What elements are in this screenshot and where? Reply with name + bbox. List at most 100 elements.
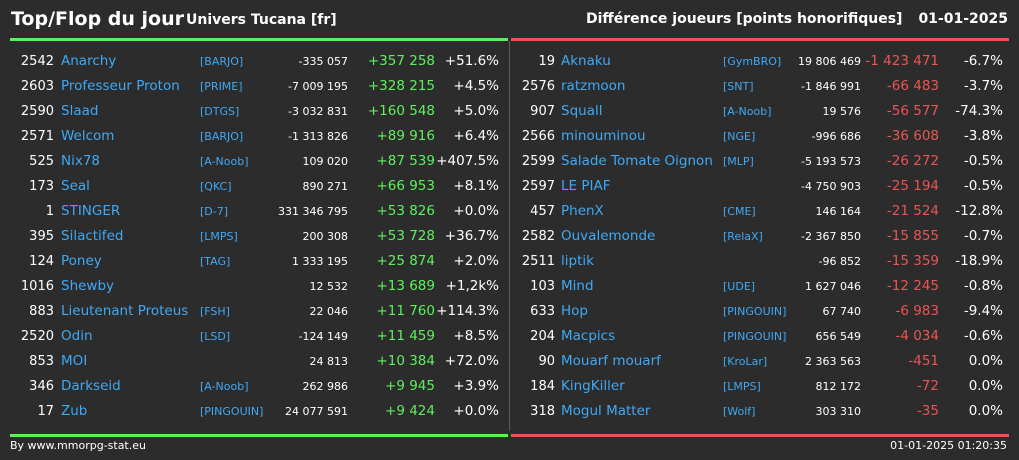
alliance-tag-link[interactable]: [LMPS] xyxy=(200,230,238,243)
percent-change: -9.4% xyxy=(963,303,1003,319)
alliance-tag-link[interactable]: [PRIME] xyxy=(200,80,243,93)
alliance-tag-link[interactable]: [PINGOUIN] xyxy=(723,305,787,318)
player-name-link[interactable]: Lieutenant Proteus xyxy=(61,303,189,319)
alliance-tag-link[interactable]: [UDE] xyxy=(723,280,756,293)
percent-change: -0.6% xyxy=(963,328,1003,344)
percent-change: -0.7% xyxy=(963,228,1003,244)
player-name-link[interactable]: Welcom xyxy=(61,128,115,144)
player-name-link[interactable]: Seal xyxy=(61,178,90,194)
flop-row: 2597 LE PIAF -4 750 903 -25 194 -0.5% xyxy=(511,174,1009,199)
player-name-link[interactable]: STINGER xyxy=(61,203,121,219)
flop-row: 633 Hop [PINGOUIN] 67 740 -6 983 -9.4% xyxy=(511,299,1009,324)
player-name-link[interactable]: LE PIAF xyxy=(561,178,611,194)
player-rank: 883 xyxy=(29,304,54,319)
alliance-tag-link[interactable]: [CME] xyxy=(723,205,756,218)
date-label: 01-01-2025 xyxy=(918,11,1008,27)
alliance-tag-link[interactable]: [NGE] xyxy=(723,130,756,143)
player-total-points: -2 367 850 xyxy=(801,230,861,243)
player-name-link[interactable]: Aknaku xyxy=(561,53,611,69)
percent-change: +5.0% xyxy=(453,103,499,119)
player-name-link[interactable]: Darkseid xyxy=(61,378,121,394)
points-difference: -25 194 xyxy=(886,178,939,194)
alliance-tag-link[interactable]: [FSH] xyxy=(200,305,230,318)
points-difference: -72 xyxy=(916,378,939,394)
player-name-link[interactable]: Odin xyxy=(61,328,93,344)
player-rank: 318 xyxy=(530,404,555,419)
player-total-points: -996 686 xyxy=(811,130,861,143)
player-name-link[interactable]: Macpics xyxy=(561,328,616,344)
player-total-points: -1 846 991 xyxy=(801,80,861,93)
top-row: 173 Seal [QKC] 890 271 +66 953 +8.1% xyxy=(10,174,508,199)
percent-change: +8.5% xyxy=(453,328,499,344)
points-difference: +10 384 xyxy=(376,353,435,369)
player-name-link[interactable]: Ouvalemonde xyxy=(561,228,656,244)
player-rank: 907 xyxy=(530,104,555,119)
player-name-link[interactable]: Silactifed xyxy=(61,228,124,244)
alliance-tag-link[interactable]: [A-Noob] xyxy=(723,105,772,118)
alliance-tag-link[interactable]: [RelaX] xyxy=(723,230,763,243)
points-difference: +11 459 xyxy=(376,328,435,344)
percent-change: +0.0% xyxy=(453,203,499,219)
player-total-points: 146 164 xyxy=(815,205,862,218)
metric-label: Différence joueurs [points honorifiques] xyxy=(586,11,903,27)
alliance-tag-link[interactable]: [SNT] xyxy=(723,80,754,93)
points-difference: +25 874 xyxy=(376,253,435,269)
alliance-tag-link[interactable]: [DTGS] xyxy=(200,105,240,118)
alliance-tag-link[interactable]: [BARJO] xyxy=(200,130,244,143)
alliance-tag-link[interactable]: [Wolf] xyxy=(723,405,756,418)
alliance-tag-link[interactable]: [GymBRO] xyxy=(723,55,782,68)
percent-change: -6.7% xyxy=(963,53,1003,69)
alliance-tag-link[interactable]: [BARJO] xyxy=(200,55,244,68)
player-name-link[interactable]: Nix78 xyxy=(61,153,101,169)
player-total-points: 67 740 xyxy=(822,305,862,318)
alliance-tag-link[interactable]: [TAG] xyxy=(200,255,231,268)
player-name-link[interactable]: Professeur Proton xyxy=(61,78,180,94)
player-total-points: 656 549 xyxy=(815,330,862,343)
flop-row: 318 Mogul Matter [Wolf] 303 310 -35 0.0% xyxy=(511,399,1009,424)
flop-row: 2599 Salade Tomate Oignon [MLP] -5 193 573 -… xyxy=(511,149,1009,174)
player-name-link[interactable]: Hop xyxy=(561,303,588,319)
percent-change: +2.0% xyxy=(453,253,499,269)
player-total-points: -124 149 xyxy=(298,330,348,343)
alliance-tag-link[interactable]: [KroLar] xyxy=(723,355,768,368)
player-name-link[interactable]: Squall xyxy=(561,103,603,119)
flop-row: 2582 Ouvalemonde [RelaX] -2 367 850 -15 855 -… xyxy=(511,224,1009,249)
player-name-link[interactable]: Salade Tomate Oignon xyxy=(561,153,713,169)
player-rank: 1 xyxy=(45,204,54,219)
player-name-link[interactable]: PhenX xyxy=(561,203,604,219)
player-name-link[interactable]: Mouarf mouarf xyxy=(561,353,661,369)
alliance-tag-link[interactable]: [LMPS] xyxy=(723,380,761,393)
percent-change: +1,2k% xyxy=(445,278,499,294)
player-total-points: 331 346 795 xyxy=(278,205,348,218)
player-name-link[interactable]: ratzmoon xyxy=(561,78,626,94)
flop-row: 2576 ratzmoon [SNT] -1 846 991 -66 483 -3.7% xyxy=(511,74,1009,99)
flop-row: 184 KingKiller [LMPS] 812 172 -72 0.0% xyxy=(511,374,1009,399)
player-name-link[interactable]: minouminou xyxy=(561,128,646,144)
player-name-link[interactable]: Mogul Matter xyxy=(561,403,651,419)
alliance-tag-link[interactable]: [A-Noob] xyxy=(200,155,249,168)
alliance-tag-link[interactable]: [A-Noob] xyxy=(200,380,249,393)
points-difference: -451 xyxy=(908,353,939,369)
alliance-tag-link[interactable]: [LSD] xyxy=(200,330,231,343)
points-difference: +9 945 xyxy=(385,378,435,394)
alliance-tag-link[interactable]: [PINGOUIN] xyxy=(723,330,787,343)
alliance-tag-link[interactable]: [PINGOUIN] xyxy=(200,405,264,418)
points-difference: +53 826 xyxy=(376,203,435,219)
player-name-link[interactable]: Mind xyxy=(561,278,594,294)
player-rank: 2520 xyxy=(20,329,54,344)
player-name-link[interactable]: Slaad xyxy=(61,103,99,119)
player-name-link[interactable]: Zub xyxy=(61,403,88,419)
player-name-link[interactable]: MOI xyxy=(61,353,88,369)
player-name-link[interactable]: Shewby xyxy=(61,278,115,294)
alliance-tag-link[interactable]: [QKC] xyxy=(200,180,232,193)
player-total-points: -3 032 831 xyxy=(288,105,348,118)
player-name-link[interactable]: Anarchy xyxy=(61,53,117,69)
player-name-link[interactable]: liptik xyxy=(561,253,594,269)
alliance-tag-link[interactable]: [MLP] xyxy=(723,155,754,168)
alliance-tag-link[interactable]: [D-7] xyxy=(200,205,229,218)
flop-row: 90 Mouarf mouarf [KroLar] 2 363 563 -451 0.0% xyxy=(511,349,1009,374)
player-name-link[interactable]: Poney xyxy=(61,253,102,269)
percent-change: -3.7% xyxy=(963,78,1003,94)
percent-change: -0.5% xyxy=(963,178,1003,194)
player-name-link[interactable]: KingKiller xyxy=(561,378,625,394)
